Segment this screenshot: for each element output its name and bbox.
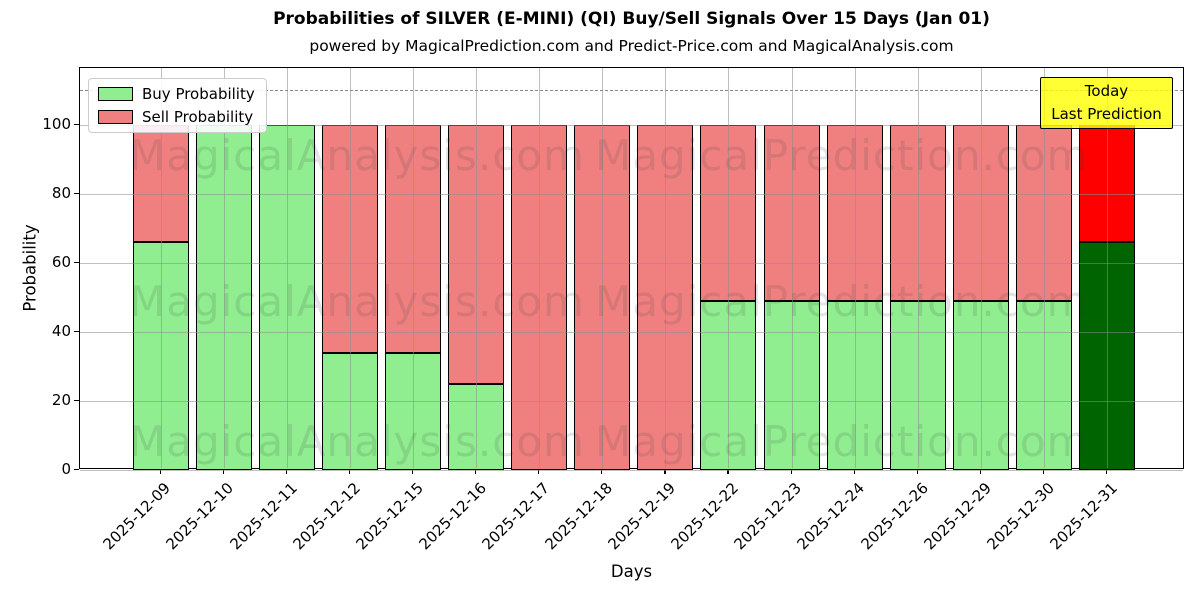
- today-annotation-line1: Today: [1084, 82, 1129, 100]
- bar-segment-sell: [826, 124, 883, 301]
- bar-segment-sell: [763, 124, 820, 301]
- vertical-gridline: [917, 68, 919, 468]
- horizontal-gridline: [80, 470, 1183, 471]
- x-tick-mark: [1106, 469, 1108, 474]
- x-tick-mark: [727, 469, 729, 474]
- bar-segment-sell: [384, 124, 441, 353]
- x-tick-mark: [664, 469, 666, 474]
- bar-segment-buy: [195, 124, 252, 470]
- y-axis-label: Probability: [20, 224, 40, 312]
- vertical-gridline: [412, 68, 414, 468]
- vertical-gridline: [791, 68, 793, 468]
- x-tick-mark: [1042, 469, 1045, 474]
- bar-segment-sell: [1079, 124, 1135, 243]
- bar-segment-sell: [321, 124, 378, 353]
- legend-item-buy: Buy Probability: [98, 85, 255, 103]
- bar-segment-sell: [889, 124, 946, 301]
- watermark-text: MagicalPrediction.com: [595, 277, 1089, 326]
- watermark-text: MagicalPrediction.com: [595, 417, 1089, 466]
- bar-segment-sell: [574, 124, 631, 470]
- horizontal-gridline: [80, 331, 1183, 333]
- bar-segment-buy: [1015, 300, 1072, 470]
- bar-segment-buy: [763, 300, 820, 470]
- watermark-text: MagicalPrediction.com: [595, 131, 1089, 180]
- y-tick-mark: [74, 123, 79, 126]
- bar-segment-buy: [889, 300, 946, 470]
- legend-swatch-buy-icon: [98, 87, 133, 101]
- vertical-gridline: [476, 68, 477, 468]
- y-tick-mark: [74, 399, 79, 402]
- vertical-gridline: [539, 68, 541, 468]
- vertical-gridline: [602, 68, 604, 468]
- bar-segment-buy: [826, 300, 883, 470]
- bar-segment-sell: [700, 124, 757, 301]
- chart-subtitle: powered by MagicalPrediction.com and Pre…: [309, 37, 954, 55]
- bar-segment-sell: [132, 124, 189, 243]
- watermark-text: MagicalAnalysis.com: [129, 131, 585, 180]
- legend-item-sell: Sell Probability: [98, 108, 255, 126]
- y-tick-label: 0: [61, 460, 71, 478]
- bar-segment-sell: [1015, 124, 1072, 301]
- y-tick-mark: [74, 469, 79, 471]
- today-annotation-box: Today Last Prediction: [1040, 77, 1173, 129]
- bar-segment-buy: [132, 242, 189, 470]
- vertical-gridline: [854, 68, 856, 468]
- x-tick-mark: [538, 469, 540, 474]
- horizontal-gridline: [80, 262, 1183, 264]
- bar-segment-sell: [952, 124, 1009, 301]
- x-tick-mark: [979, 469, 982, 474]
- watermark-text: MagicalAnalysis.com: [129, 417, 585, 466]
- x-tick-mark: [348, 469, 351, 474]
- x-tick-mark: [475, 469, 477, 474]
- legend-label-buy: Buy Probability: [142, 85, 255, 103]
- x-tick-mark: [916, 469, 918, 474]
- legend-label-sell: Sell Probability: [142, 108, 254, 126]
- horizontal-gridline: [80, 193, 1183, 195]
- bar-segment-sell: [511, 124, 568, 470]
- y-tick-mark: [74, 192, 79, 195]
- y-tick-mark: [74, 261, 79, 264]
- x-tick-mark: [159, 469, 161, 474]
- today-annotation-line2: Last Prediction: [1051, 104, 1162, 123]
- x-tick-mark: [285, 469, 287, 474]
- x-axis-label: Days: [610, 562, 653, 581]
- vertical-gridline: [728, 68, 730, 468]
- bar-segment-buy: [448, 383, 504, 470]
- x-tick-mark: [790, 469, 792, 474]
- bar-segment-buy: [1079, 242, 1135, 470]
- watermark-text: MagicalAnalysis.com: [129, 277, 585, 326]
- bar-segment-buy: [321, 352, 378, 470]
- vertical-gridline: [665, 68, 667, 468]
- x-tick-mark: [853, 469, 855, 474]
- bar-segment-sell: [448, 124, 504, 384]
- bar-segment-buy: [700, 300, 757, 470]
- bar-segment-buy: [384, 352, 441, 470]
- y-tick-label: 60: [51, 252, 71, 271]
- bar-segment-sell: [637, 124, 694, 470]
- x-tick-mark: [601, 469, 603, 474]
- legend: Buy Probability Sell Probability: [88, 78, 267, 133]
- legend-swatch-sell-icon: [98, 110, 133, 124]
- y-tick-label: 100: [42, 114, 71, 133]
- vertical-gridline: [980, 68, 982, 468]
- x-tick-mark: [222, 469, 224, 474]
- bar-segment-buy: [952, 300, 1009, 470]
- vertical-gridline: [286, 68, 288, 468]
- bar-segment-buy: [258, 124, 315, 470]
- y-tick-mark: [74, 330, 79, 333]
- vertical-gridline: [349, 68, 351, 468]
- chart-title: Probabilities of SILVER (E-MINI) (QI) Bu…: [273, 9, 990, 29]
- x-tick-mark: [411, 469, 414, 474]
- y-tick-label: 20: [51, 390, 71, 409]
- y-tick-label: 40: [51, 321, 71, 340]
- y-tick-label: 80: [51, 183, 71, 202]
- horizontal-gridline: [80, 400, 1183, 402]
